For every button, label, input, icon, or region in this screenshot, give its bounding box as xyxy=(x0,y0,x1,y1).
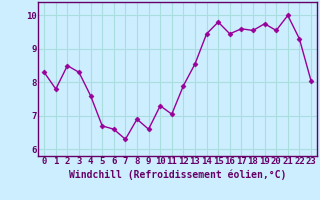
X-axis label: Windchill (Refroidissement éolien,°C): Windchill (Refroidissement éolien,°C) xyxy=(69,169,286,180)
